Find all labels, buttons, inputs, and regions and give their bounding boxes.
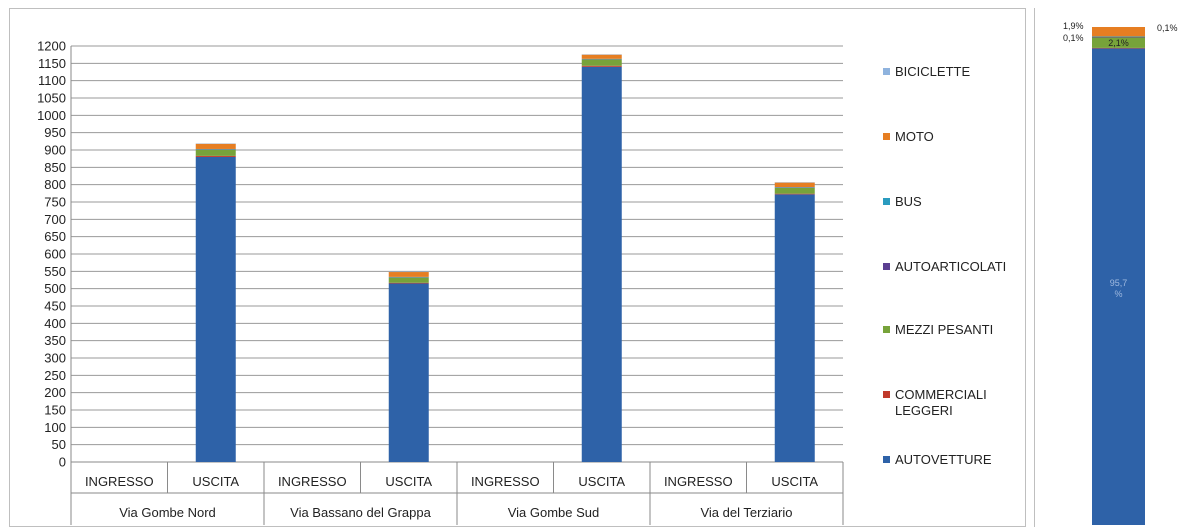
percent-segment-autovetture (1092, 48, 1145, 525)
x-category-label: USCITA (771, 474, 818, 489)
legend-label-line: MEZZI PESANTI (895, 322, 993, 337)
legend-label: BUS (895, 194, 922, 209)
main-chart-panel: 0 50 100 150 200 250 300 350 400 450 500 550 600 650 7… (9, 8, 1026, 527)
bar-segment-commerciali-leggeri (774, 193, 815, 195)
percent-bar-stack (1092, 27, 1145, 525)
percent-segment-commerciali-leggeri (1092, 47, 1145, 49)
percent-segment-bus (1092, 36, 1145, 37)
legend-label: AUTOVETTURE (895, 452, 992, 467)
percent-segment-autoarticolati (1092, 36, 1145, 38)
y-tick-label: 700 (44, 212, 66, 227)
y-tick-label: 950 (44, 125, 66, 140)
y-tick-label: 500 (44, 281, 66, 296)
y-tick-label: 350 (44, 333, 66, 348)
bar-stack (388, 271, 429, 462)
y-tick-label: 50 (52, 437, 66, 452)
bar-segment-autovetture (774, 194, 815, 462)
bar-segment-moto (774, 182, 815, 188)
y-tick-label: 0 (59, 455, 66, 470)
y-tick-label: 900 (44, 143, 66, 158)
x-category-label: INGRESSO (85, 474, 154, 489)
legend-swatch (883, 391, 890, 398)
x-category-label: INGRESSO (471, 474, 540, 489)
bar-segment-moto (195, 143, 236, 149)
bar-segment-commerciali-leggeri (581, 65, 622, 67)
percent-stacked-bar-chart: 95,7 % 2,1% 1,9% 0,1% 0,1% (1063, 21, 1178, 525)
y-tick-label: 850 (44, 160, 66, 175)
bar-segment-moto (388, 272, 429, 277)
y-tick-label: 150 (44, 403, 66, 418)
bar-segment-commerciali-leggeri (195, 155, 236, 157)
y-tick-label: 750 (44, 195, 66, 210)
y-tick-label: 800 (44, 177, 66, 192)
x-group-label: Via del Terziario (700, 505, 792, 520)
percent-segment-moto (1092, 27, 1145, 37)
bar-segment-autovetture (388, 283, 429, 462)
x-category-label: USCITA (192, 474, 239, 489)
y-tick-label: 300 (44, 351, 66, 366)
y-tick-label: 1150 (38, 56, 66, 71)
x-category-label: USCITA (385, 474, 432, 489)
legend-label-line: AUTOARTICOLATI (895, 259, 1006, 274)
bar-segment-moto (581, 54, 622, 59)
legend-label: MEZZI PESANTI (895, 322, 993, 337)
bar-segment-mezzi-pesanti (581, 59, 622, 66)
y-tick-label: 1000 (37, 108, 66, 123)
bar-segment-mezzi-pesanti (388, 277, 429, 283)
bar-segment-autovetture (195, 156, 236, 462)
y-tick-label: 1100 (38, 73, 66, 88)
legend-swatch (883, 456, 890, 463)
x-group-label: Via Bassano del Grappa (290, 505, 431, 520)
legend-label: COMMERCIALI LEGGERI (895, 387, 987, 418)
legend-swatch (883, 198, 890, 205)
legend-label: AUTOARTICOLATI (895, 259, 1006, 274)
legend-label-line: COMMERCIALI (895, 387, 987, 402)
legend-swatch (883, 263, 890, 270)
y-tick-label: 650 (44, 229, 66, 244)
data-label-autovetture: 95,7% (1110, 278, 1128, 299)
legend-label-line: BICICLETTE (895, 64, 970, 79)
legend-swatch (883, 68, 890, 75)
x-group-label: Via Gombe Sud (508, 505, 600, 520)
data-label-line: 95,7 (1110, 278, 1128, 288)
y-tick-label: 550 (44, 264, 66, 279)
legend-swatch (883, 326, 890, 333)
x-category-label: INGRESSO (278, 474, 347, 489)
legend-label: MOTO (895, 129, 934, 144)
bar-stack (774, 182, 815, 462)
x-category-label: USCITA (578, 474, 625, 489)
data-label-moto: 1,9% (1063, 21, 1084, 31)
y-tick-label: 400 (44, 316, 66, 331)
x-group-label: Via Gombe Nord (119, 505, 216, 520)
data-label-commerciali-leggeri: 0,1% (1063, 33, 1084, 43)
y-tick-label: 250 (44, 368, 66, 383)
legend-label: BICICLETTE (895, 64, 970, 79)
legend-label-line: LEGGERI (895, 403, 953, 418)
legend-label-line: BUS (895, 194, 922, 209)
bar-stack (195, 143, 236, 462)
y-tick-label: 100 (44, 420, 66, 435)
x-category-label: INGRESSO (664, 474, 733, 489)
data-label-line: % (1114, 289, 1122, 299)
percent-chart-panel: 95,7% 2,1% 1,9% 0,1% 0,1% (1034, 8, 1182, 527)
legend-label-line: AUTOVETTURE (895, 452, 992, 467)
y-tick-label: 200 (44, 385, 66, 400)
legend-label-line: MOTO (895, 129, 934, 144)
bar-segment-commerciali-leggeri (388, 282, 429, 284)
stacked-bar-chart: 0 50 100 150 200 250 300 350 400 450 500 550 600 650 7… (37, 39, 1006, 525)
y-tick-label: 600 (44, 247, 66, 262)
y-tick-label: 450 (44, 299, 66, 314)
bar-stack (581, 54, 622, 463)
bar-segment-mezzi-pesanti (774, 187, 815, 194)
data-label-bus: 0,1% (1157, 23, 1178, 33)
legend-swatch (883, 133, 890, 140)
percent-segment-mezzi-pesanti (1092, 37, 1145, 48)
y-tick-label: 1200 (37, 39, 66, 54)
y-tick-label: 1050 (37, 91, 66, 106)
bar-segment-mezzi-pesanti (195, 149, 236, 156)
data-label-mezzi-pesanti: 2,1% (1108, 38, 1129, 48)
bar-segment-autovetture (581, 66, 622, 463)
